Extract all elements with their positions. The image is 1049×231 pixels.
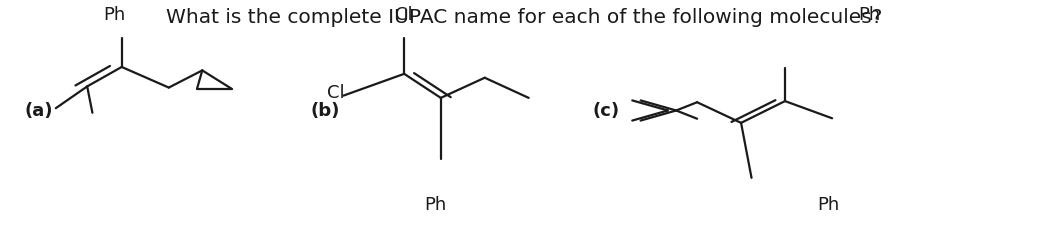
Text: (c): (c) — [593, 102, 620, 120]
Text: Cl: Cl — [327, 84, 344, 102]
Text: Cl: Cl — [395, 6, 413, 24]
Text: (b): (b) — [311, 102, 340, 120]
Text: Ph: Ph — [817, 195, 839, 213]
Text: Ph: Ph — [103, 6, 126, 24]
Text: Ph: Ph — [859, 6, 881, 24]
Text: (a): (a) — [24, 102, 52, 120]
Text: Ph: Ph — [425, 195, 447, 213]
Text: What is the complete IUPAC name for each of the following molecules?: What is the complete IUPAC name for each… — [167, 8, 882, 27]
